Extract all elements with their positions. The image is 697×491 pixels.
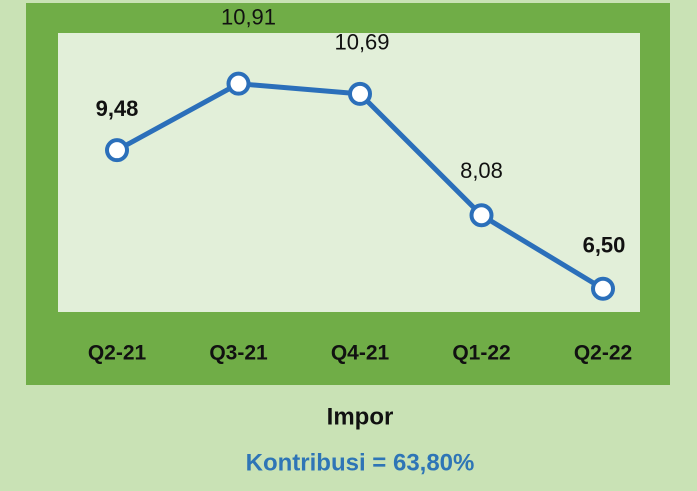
x-tick-label: Q2-21: [88, 342, 147, 365]
data-label: 6,50: [583, 233, 626, 258]
marker: [469, 203, 494, 228]
caption: Impor: [327, 403, 394, 430]
marker: [105, 138, 129, 163]
marker: [591, 276, 615, 301]
data-label: 8,08: [460, 158, 503, 183]
x-tick-label: Q2-22: [574, 342, 632, 365]
marker: [226, 71, 251, 96]
data-label: 9,48: [96, 96, 139, 121]
data-label: 10,69: [334, 30, 389, 55]
marker: [348, 81, 372, 106]
subcaption: Kontribusi = 63,80%: [246, 449, 475, 476]
x-tick-label: Q1-22: [452, 342, 510, 365]
data-label: 10,91: [221, 4, 276, 29]
x-tick-label: Q3-21: [209, 342, 268, 365]
x-tick-label: Q4-21: [331, 342, 390, 365]
plot-area: [58, 33, 640, 312]
